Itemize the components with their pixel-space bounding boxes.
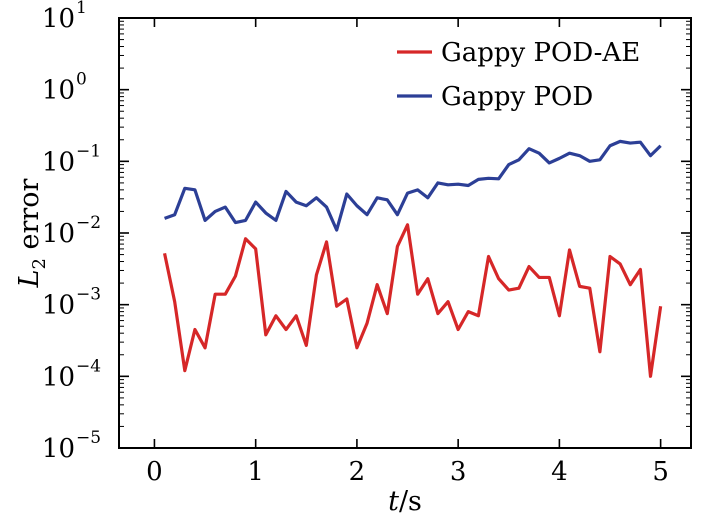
x-axis-ticks: 0 1 2 3 4 5 — [146, 18, 669, 487]
x-tick-label: 4 — [551, 457, 568, 487]
x-tick-label: 3 — [450, 457, 467, 487]
y-axis-label: L2 error — [14, 178, 50, 288]
x-tick-label: 5 — [652, 457, 669, 487]
legend: Gappy POD-AE Gappy POD — [397, 38, 640, 112]
y-tick-exponent: 1 — [76, 0, 87, 18]
y-tick-exponent: −5 — [76, 428, 101, 448]
y-tick-exponent: −2 — [76, 213, 101, 233]
x-axis-label-unit: /s — [399, 486, 422, 517]
y-tick-label: 10 — [42, 219, 75, 249]
x-tick-label: 2 — [349, 457, 366, 487]
y-tick-label: 10 — [42, 291, 75, 321]
y-tick-exponent: −1 — [76, 141, 101, 161]
x-tick-label: 1 — [247, 457, 264, 487]
series-line-2 — [164, 139, 662, 232]
legend-label-2: Gappy POD — [441, 82, 593, 112]
legend-label-1: Gappy POD-AE — [441, 38, 640, 68]
y-tick-exponent: 0 — [76, 70, 87, 90]
y-tick-label: 10 — [42, 362, 75, 392]
y-tick-exponent: −3 — [76, 285, 101, 305]
y-tick-label: 10 — [42, 4, 75, 34]
y-tick-label: 10 — [42, 147, 75, 177]
y-axis-label-sub: 2 — [29, 258, 50, 269]
y-axis-label-var: L — [14, 270, 45, 289]
x-tick-label: 0 — [146, 457, 163, 487]
plot-lines — [162, 139, 663, 378]
x-axis-label-var: t — [388, 486, 399, 517]
y-tick-exponent: −4 — [76, 356, 101, 376]
x-axis-label: t/s — [388, 486, 422, 517]
y-tick-label: 10 — [42, 434, 75, 464]
series-line-1 — [162, 223, 663, 378]
y-axis-label-rest: error — [14, 178, 45, 258]
y-tick-label: 10 — [42, 76, 75, 106]
